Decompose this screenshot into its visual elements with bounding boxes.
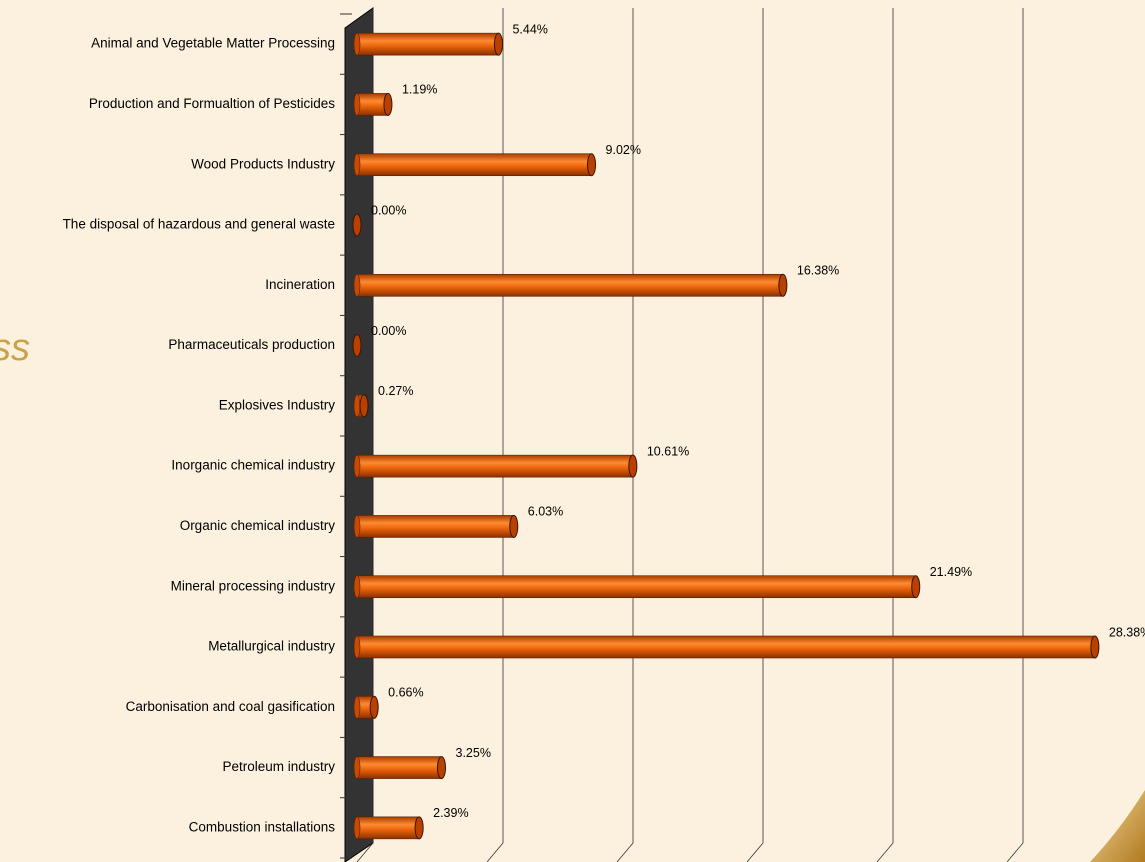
- grid-line: [617, 8, 633, 862]
- y-tick-label: Inorganic chemical industry: [171, 458, 335, 473]
- bar-group: [353, 214, 361, 236]
- grid-line: [747, 8, 763, 862]
- bar-end-cap: [1091, 636, 1099, 658]
- axis-wall: [345, 8, 373, 862]
- bar: [357, 455, 633, 477]
- page: ss Animal and Vegetable Matter Processin…: [0, 0, 1145, 862]
- value-label: 6.03%: [528, 505, 563, 519]
- value-label: 0.00%: [371, 324, 406, 338]
- bar-end-cap: [912, 576, 920, 598]
- plot: Animal and Vegetable Matter Processing 5.…: [63, 22, 1145, 838]
- bar: [357, 576, 916, 598]
- bar-group: [353, 335, 361, 357]
- bar-end-cap: [360, 395, 368, 417]
- chart: ss Animal and Vegetable Matter Processin…: [0, 0, 1145, 862]
- grid-line: [877, 8, 893, 862]
- y-tick-label: Organic chemical industry: [180, 518, 336, 533]
- bar: [357, 154, 592, 176]
- bar-group: [354, 395, 368, 417]
- bar-end-cap: [353, 214, 361, 236]
- bar-group: [354, 576, 920, 598]
- bar: [357, 274, 783, 296]
- value-label: 2.39%: [433, 806, 468, 820]
- value-label: 0.27%: [378, 384, 413, 398]
- bar-end-cap: [779, 274, 787, 296]
- y-tick-label: Mineral processing industry: [171, 578, 336, 593]
- bar-start-cap: [354, 274, 360, 296]
- bar: [357, 33, 498, 55]
- value-label: 21.49%: [930, 565, 972, 579]
- annotation: ss: [0, 327, 30, 369]
- bar-start-cap: [354, 817, 360, 839]
- bar: [357, 636, 1095, 658]
- bar-start-cap: [354, 395, 360, 417]
- bar-group: [354, 696, 378, 718]
- bar-group: [354, 515, 518, 537]
- value-label: 9.02%: [606, 143, 641, 157]
- bar-start-cap: [354, 576, 360, 598]
- bar: [357, 817, 419, 839]
- value-label: 3.25%: [456, 746, 491, 760]
- y-tick-label: The disposal of hazardous and general wa…: [63, 217, 335, 232]
- bar-end-cap: [353, 335, 361, 357]
- bar-start-cap: [354, 757, 360, 779]
- y-tick-label: Combustion installations: [189, 819, 336, 834]
- y-tick-label: Petroleum industry: [222, 759, 335, 774]
- bar: [357, 757, 442, 779]
- bar-group: [354, 455, 637, 477]
- value-label: 0.00%: [371, 203, 406, 217]
- bar-group: [354, 636, 1099, 658]
- y-tick-label: Wood Products Industry: [191, 156, 335, 171]
- bar-end-cap: [510, 515, 518, 537]
- value-label: 0.66%: [388, 686, 423, 700]
- y-tick-label: Animal and Vegetable Matter Processing: [91, 36, 335, 51]
- value-label: 5.44%: [512, 22, 547, 36]
- corner-swoosh: [1090, 790, 1145, 862]
- bar-end-cap: [494, 33, 502, 55]
- bar-end-cap: [629, 455, 637, 477]
- bar-group: [354, 757, 446, 779]
- bar-start-cap: [354, 696, 360, 718]
- bar-group: [354, 93, 392, 115]
- y-tick-label: Incineration: [265, 277, 335, 292]
- bar-start-cap: [354, 154, 360, 176]
- bar-start-cap: [354, 33, 360, 55]
- bar-group: [354, 33, 502, 55]
- grid-line: [1007, 8, 1023, 862]
- y-tick-label: Metallurgical industry: [208, 639, 335, 654]
- grid: [340, 8, 1023, 862]
- bar-start-cap: [354, 636, 360, 658]
- bar-group: [354, 154, 596, 176]
- y-tick-label: Production and Formualtion of Pesticides: [89, 96, 335, 111]
- bar-end-cap: [370, 696, 378, 718]
- value-label: 10.61%: [647, 444, 689, 458]
- value-label: 28.38%: [1109, 625, 1145, 639]
- bar-end-cap: [438, 757, 446, 779]
- bar-end-cap: [415, 817, 423, 839]
- bar-start-cap: [354, 515, 360, 537]
- bar: [357, 93, 388, 115]
- bar-end-cap: [384, 93, 392, 115]
- y-tick-label: Pharmaceuticals production: [168, 337, 335, 352]
- bar-start-cap: [354, 93, 360, 115]
- y-tick-label: Carbonisation and coal gasification: [126, 699, 335, 714]
- bar: [357, 515, 514, 537]
- value-label: 16.38%: [797, 264, 839, 278]
- bar-end-cap: [588, 154, 596, 176]
- value-label: 1.19%: [402, 83, 437, 97]
- bar-group: [354, 817, 423, 839]
- grid-line: [487, 8, 503, 862]
- y-tick-label: Explosives Industry: [219, 397, 336, 412]
- bar-group: [354, 274, 787, 296]
- bar-start-cap: [354, 455, 360, 477]
